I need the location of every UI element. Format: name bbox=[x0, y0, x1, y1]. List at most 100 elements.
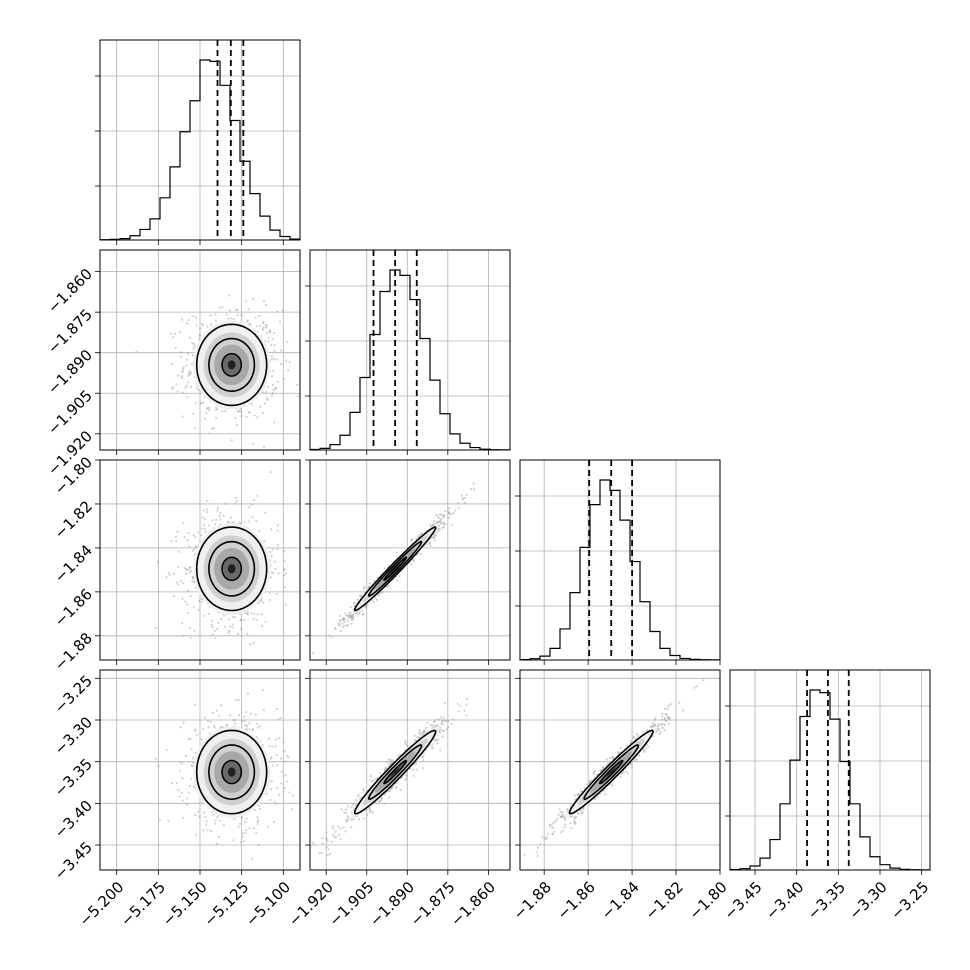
sample-point bbox=[418, 731, 421, 734]
sample-point bbox=[287, 369, 290, 372]
sample-point bbox=[417, 535, 420, 538]
sample-point bbox=[625, 770, 628, 773]
sample-point bbox=[280, 770, 283, 773]
sample-point bbox=[566, 807, 569, 811]
sample-point bbox=[198, 334, 202, 337]
sample-point bbox=[552, 826, 555, 829]
sample-point bbox=[239, 822, 242, 825]
sample-point bbox=[433, 520, 436, 523]
sample-point bbox=[265, 304, 268, 307]
sample-point bbox=[249, 323, 252, 326]
sample-point bbox=[249, 642, 252, 646]
sample-point bbox=[327, 634, 330, 637]
sample-point bbox=[207, 726, 210, 729]
sample-point bbox=[435, 718, 438, 721]
sample-point bbox=[202, 727, 205, 730]
sample-point bbox=[259, 405, 262, 408]
sample-point bbox=[422, 730, 425, 734]
y-tick-label: −1.82 bbox=[51, 497, 96, 542]
sample-point bbox=[387, 764, 390, 768]
sample-point bbox=[193, 703, 196, 707]
sample-point bbox=[406, 744, 409, 747]
sample-point bbox=[274, 745, 277, 748]
sample-point bbox=[345, 614, 348, 617]
sample-point bbox=[432, 536, 435, 539]
contour-line bbox=[383, 759, 408, 785]
sample-point bbox=[271, 338, 274, 341]
sample-point bbox=[445, 728, 449, 731]
sample-point bbox=[274, 738, 277, 741]
sample-point bbox=[667, 716, 670, 719]
sample-point bbox=[338, 624, 341, 627]
sample-point bbox=[419, 733, 422, 736]
sample-point bbox=[203, 811, 206, 814]
sample-point bbox=[269, 599, 272, 602]
sample-point bbox=[364, 605, 367, 609]
sample-point bbox=[280, 363, 283, 366]
sample-point bbox=[282, 741, 285, 744]
sample-point bbox=[250, 403, 253, 406]
sample-point bbox=[394, 787, 397, 790]
sample-point bbox=[269, 330, 272, 333]
sample-point bbox=[577, 812, 580, 815]
sample-point bbox=[661, 726, 664, 729]
sample-point bbox=[380, 797, 383, 800]
sample-point bbox=[234, 722, 237, 725]
sample-point bbox=[432, 747, 435, 750]
sample-point bbox=[227, 317, 230, 320]
sample-point bbox=[237, 825, 240, 828]
sample-point bbox=[225, 724, 228, 727]
sample-point bbox=[175, 581, 178, 584]
sample-point bbox=[269, 550, 272, 554]
sample-point bbox=[253, 414, 256, 417]
sample-point bbox=[663, 707, 667, 710]
sample-point bbox=[204, 417, 207, 420]
sample-point bbox=[216, 509, 219, 512]
sample-point bbox=[361, 609, 364, 612]
sample-point bbox=[635, 733, 638, 736]
sample-point bbox=[573, 794, 577, 797]
sample-point bbox=[194, 751, 197, 755]
sample-point bbox=[461, 497, 464, 501]
sample-point bbox=[179, 331, 182, 334]
sample-point bbox=[217, 835, 221, 839]
sample-point bbox=[182, 522, 185, 525]
sample-point bbox=[372, 779, 375, 783]
sample-point bbox=[635, 758, 639, 761]
sample-point bbox=[440, 522, 443, 525]
sample-point bbox=[369, 809, 372, 812]
sample-point bbox=[240, 414, 243, 418]
sample-point bbox=[215, 709, 218, 712]
sample-point bbox=[338, 614, 341, 617]
sample-point bbox=[209, 720, 212, 724]
sample-point bbox=[257, 726, 260, 729]
y-tick-label: −3.35 bbox=[51, 755, 96, 800]
sample-point bbox=[262, 300, 266, 303]
sample-point bbox=[234, 502, 237, 505]
contour-line bbox=[195, 323, 268, 407]
sample-point bbox=[269, 471, 272, 474]
sample-point bbox=[220, 704, 223, 707]
sample-point bbox=[171, 782, 174, 785]
sample-point bbox=[257, 819, 260, 822]
sample-point bbox=[582, 808, 585, 811]
sample-point bbox=[258, 325, 261, 328]
sample-point bbox=[436, 521, 439, 524]
sample-point bbox=[371, 599, 374, 602]
sample-point bbox=[197, 389, 200, 392]
sample-point bbox=[611, 756, 614, 759]
sample-point bbox=[200, 600, 204, 604]
sample-point bbox=[182, 816, 185, 819]
sample-point bbox=[216, 408, 219, 411]
sample-point bbox=[422, 759, 425, 762]
sample-point bbox=[280, 757, 283, 760]
sample-point bbox=[288, 791, 291, 794]
y-tick-label: −3.40 bbox=[51, 797, 96, 842]
sample-point bbox=[350, 825, 353, 829]
sample-point bbox=[362, 612, 365, 616]
sample-point bbox=[200, 402, 203, 405]
sample-point bbox=[343, 617, 346, 620]
sample-point bbox=[214, 523, 217, 526]
sample-point bbox=[551, 833, 554, 836]
sample-point bbox=[596, 795, 599, 798]
